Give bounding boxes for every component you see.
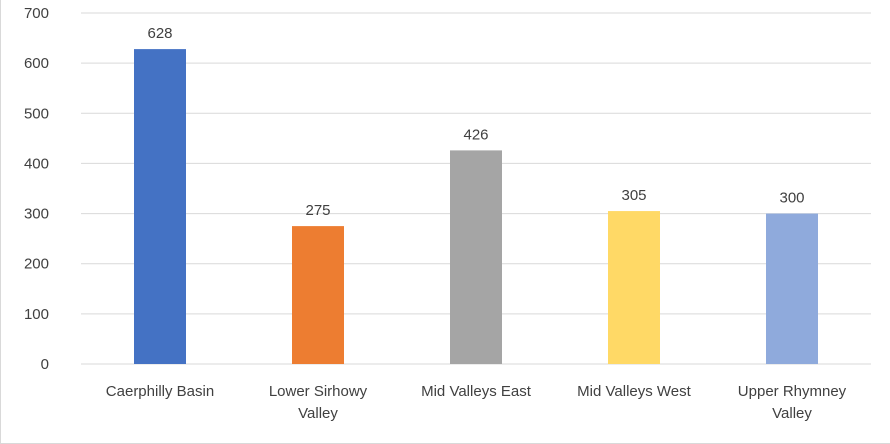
y-tick-label: 500: [24, 105, 49, 122]
y-tick-label: 200: [24, 256, 49, 273]
x-tick-label: Upper Rhymney Valley: [738, 383, 847, 422]
x-tick-label: Mid Valleys East: [421, 383, 532, 400]
data-label: 275: [305, 202, 330, 219]
bar: [766, 213, 818, 364]
data-label: 305: [621, 187, 646, 204]
x-tick-label: Mid Valleys West: [577, 383, 691, 400]
data-label: 628: [147, 25, 172, 42]
y-tick-label: 400: [24, 155, 49, 172]
y-tick-label: 600: [24, 55, 49, 72]
bars: [134, 49, 818, 365]
category-labels: Caerphilly Basin Lower Sirhowy Valley Mid V…: [106, 383, 847, 422]
data-label: 426: [463, 126, 488, 143]
bar: [450, 150, 502, 364]
y-tick-label: 0: [41, 356, 49, 373]
x-tick-label: Caerphilly Basin: [106, 383, 214, 400]
x-tick-label: Lower Sirhowy Valley: [269, 383, 368, 422]
data-label: 300: [779, 190, 804, 207]
y-tick-label: 300: [24, 206, 49, 223]
bar: [292, 226, 344, 364]
bar: [134, 49, 186, 365]
y-tick-label: 700: [24, 5, 49, 22]
data-labels: 628 275 426 305 300: [147, 25, 804, 219]
bar: [608, 211, 660, 364]
y-axis-ticks: 0 100 200 300 400 500 600 700: [24, 5, 49, 373]
y-tick-label: 100: [24, 306, 49, 323]
